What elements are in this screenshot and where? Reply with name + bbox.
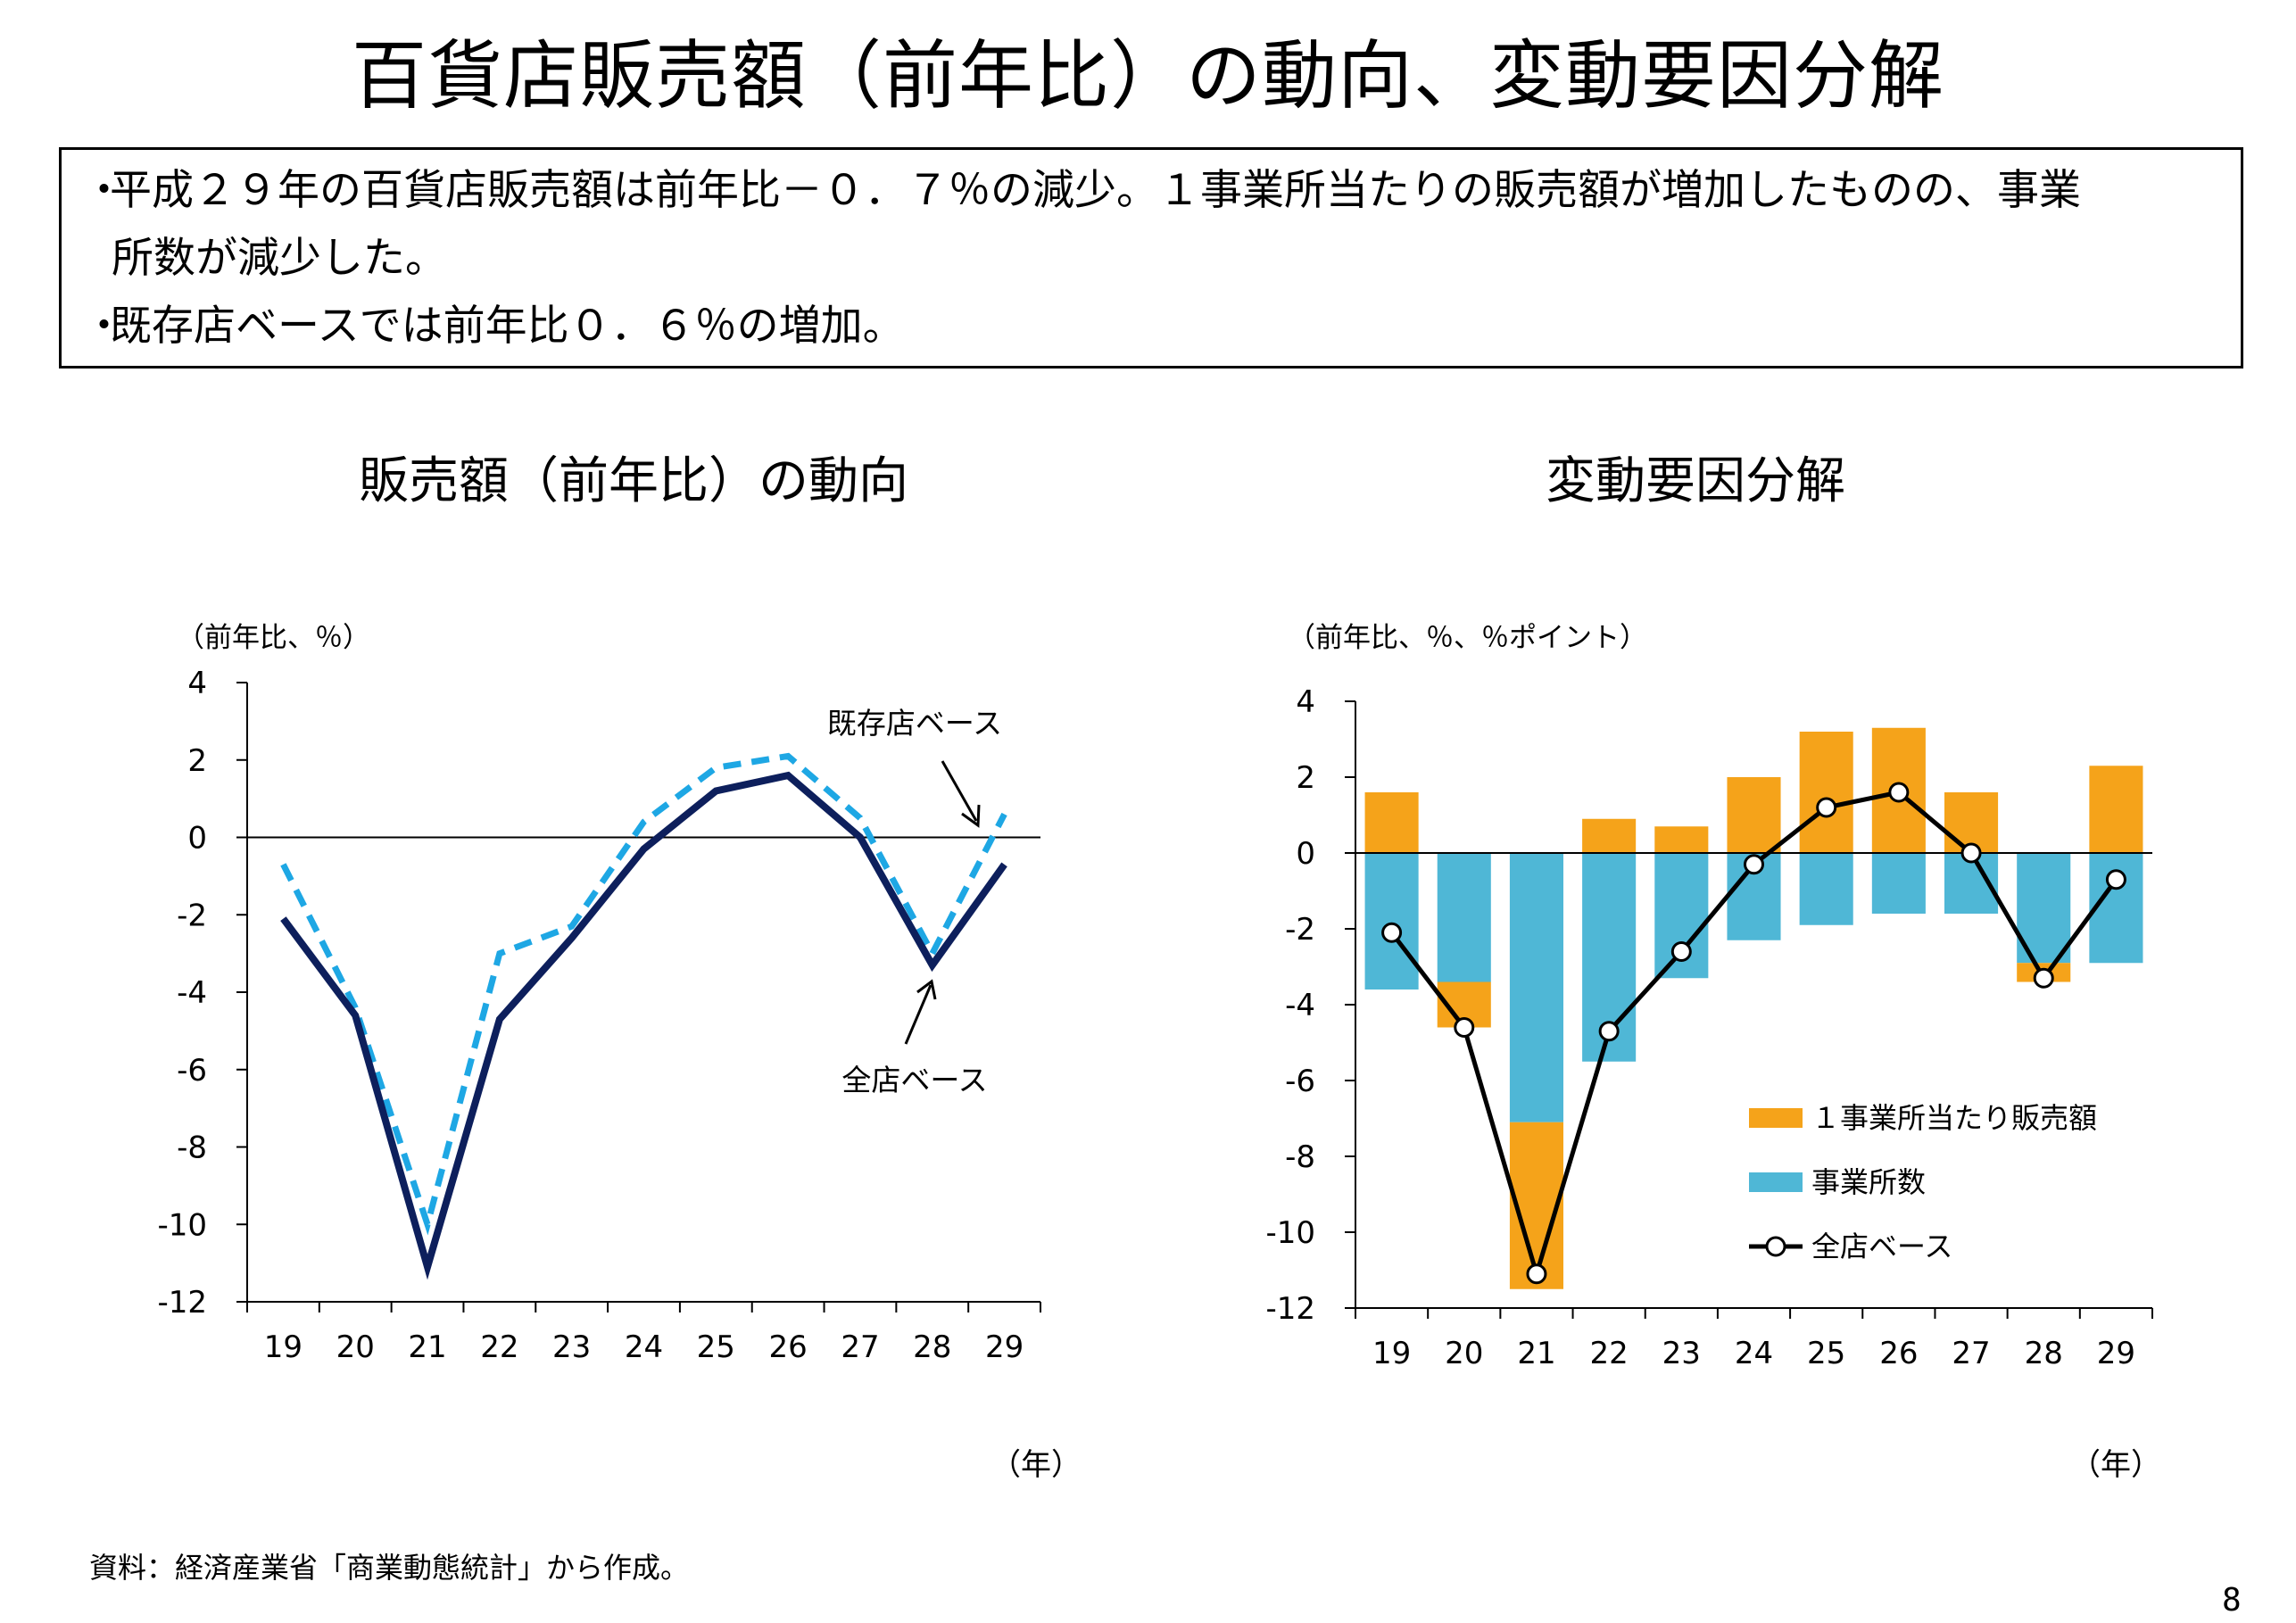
y-tick-label: -8: [177, 1130, 207, 1166]
x-tick-label: 24: [625, 1329, 663, 1365]
annotation-arrow-existing: [941, 760, 978, 822]
x-tick-label: 21: [408, 1329, 446, 1365]
series-point-all-stores: [2033, 967, 2054, 989]
left-chart-title: 販売額（前年比）の動向: [359, 452, 908, 510]
summary-box: ・平成２９年の百貨店販売額は前年比－０．７％の減少。１事業所当たりの販売額が増加…: [59, 147, 2243, 368]
right-chart-xunit: （年）: [2070, 1447, 2161, 1483]
y-tick-label: 2: [1296, 760, 1315, 796]
series-point-all-stores: [1381, 922, 1403, 943]
y-tick-label: -8: [1285, 1139, 1315, 1175]
y-tick-label: -4: [1285, 988, 1315, 1023]
summary-bullet-2: ・既存店ベースでは前年比０．６％の増加。: [83, 302, 905, 352]
y-tick-label: -10: [157, 1207, 207, 1243]
bar-sales-per-establishment: [1799, 732, 1853, 853]
right-chart-title: 変動要因分解: [1546, 452, 1845, 510]
series-line-existing-stores: [280, 752, 1007, 1236]
x-tick-label: 29: [985, 1329, 1024, 1365]
bar-sales-per-establishment: [1582, 818, 1637, 853]
x-tick-label: 20: [1445, 1336, 1483, 1371]
x-tick-label: 28: [2025, 1336, 2063, 1371]
series-point-all-stores: [1816, 797, 1837, 818]
summary-bullet-1-continued: 所数が減少した。: [112, 234, 447, 283]
series-point-all-stores: [1744, 854, 1764, 875]
bar-sales-per-establishment: [2089, 766, 2143, 853]
legend-label-establishments: 事業所数: [1811, 1165, 1926, 1199]
series-point-all-stores: [1454, 1017, 1475, 1038]
series-point-all-stores: [1598, 1021, 1620, 1042]
series-point-all-stores: [1960, 842, 1982, 864]
bar-sales-per-establishment: [1654, 826, 1709, 853]
x-tick-label: 22: [1590, 1336, 1629, 1371]
x-tick-label: 27: [841, 1329, 879, 1365]
y-tick-label: -2: [177, 898, 207, 933]
right-chart-unit: （前年比、％、％ポイント）: [1288, 622, 1647, 654]
y-tick-label: -6: [1285, 1064, 1315, 1099]
y-tick-label: -12: [1265, 1291, 1315, 1327]
annotation-arrow-all: [904, 984, 932, 1045]
bar-establishments: [1871, 853, 1926, 914]
left-chart-xunit: （年）: [991, 1447, 1082, 1483]
x-tick-label: 25: [697, 1329, 735, 1365]
x-tick-label: 29: [2097, 1336, 2135, 1371]
x-tick-label: 27: [1952, 1336, 1990, 1371]
annotation-all-stores: 全店ベース: [841, 1063, 987, 1097]
bar-establishments: [1364, 853, 1419, 990]
x-tick-label: 23: [1662, 1336, 1701, 1371]
y-tick-label: 4: [1296, 684, 1315, 720]
summary-bullet-2-text: 既存店ベースでは前年比０．６％の増加。: [110, 302, 905, 351]
y-tick-label: -2: [1285, 912, 1315, 948]
legend-swatch-establishments: [1749, 1172, 1803, 1192]
legend-marker-all-stores: [1765, 1236, 1786, 1257]
x-tick-label: 26: [769, 1329, 808, 1365]
x-tick-label: 19: [1372, 1336, 1411, 1371]
source-note: 資料：経済産業省「商業動態統計」から作成。: [89, 1551, 690, 1585]
annotation-arrowhead-existing: [961, 804, 981, 828]
bar-sales-per-establishment: [1364, 792, 1419, 853]
x-tick-label: 24: [1735, 1336, 1773, 1371]
summary-bullet-1-text: 平成２９年の百貨店販売額は前年比－０．７％の減少。１事業所当たりの販売額が増加し…: [110, 166, 2081, 215]
page-number: 8: [2222, 1582, 2242, 1619]
bar-establishments: [1799, 853, 1853, 925]
bar-sales-per-establishment: [1727, 777, 1781, 853]
series-point-all-stores: [1888, 782, 1910, 803]
y-tick-label: 0: [187, 821, 207, 857]
left-chart-unit: （前年比、％）: [177, 622, 370, 654]
x-tick-label: 25: [1807, 1336, 1845, 1371]
y-tick-label: -6: [177, 1053, 207, 1089]
x-tick-label: 26: [1879, 1336, 1918, 1371]
y-tick-label: 0: [1296, 836, 1315, 872]
legend-label-all-stores: 全店ベース: [1811, 1230, 1952, 1263]
y-tick-label: -12: [157, 1285, 207, 1321]
summary-bullet-1: ・平成２９年の百貨店販売額は前年比－０．７％の減少。１事業所当たりの販売額が増加…: [83, 166, 2081, 216]
annotation-existing-stores: 既存店ベース: [827, 706, 1002, 741]
legend-swatch-sales-per-establishment: [1749, 1108, 1803, 1128]
annotation-arrowhead-all: [916, 979, 937, 1000]
legend-label-sales-per-establishment: １事業所当たり販売額: [1811, 1101, 2097, 1135]
y-tick-label: 2: [187, 743, 207, 779]
x-tick-label: 20: [336, 1329, 375, 1365]
bar-establishments: [1437, 853, 1491, 982]
x-tick-label: 19: [264, 1329, 303, 1365]
x-tick-label: 22: [480, 1329, 518, 1365]
y-tick-label: -4: [177, 975, 207, 1011]
series-line-all-stores: [280, 771, 1007, 1280]
page-title: 百貨店販売額（前年比）の動向、変動要因分解: [351, 32, 1944, 120]
x-tick-label: 23: [552, 1329, 591, 1365]
bar-establishments: [1509, 853, 1563, 1122]
y-tick-label: 4: [187, 666, 207, 701]
series-point-all-stores: [2105, 869, 2126, 890]
series-point-all-stores: [1526, 1263, 1547, 1285]
x-tick-label: 28: [913, 1329, 951, 1365]
series-point-all-stores: [1670, 941, 1692, 962]
x-tick-label: 21: [1517, 1336, 1555, 1371]
y-tick-label: -10: [1265, 1215, 1315, 1251]
